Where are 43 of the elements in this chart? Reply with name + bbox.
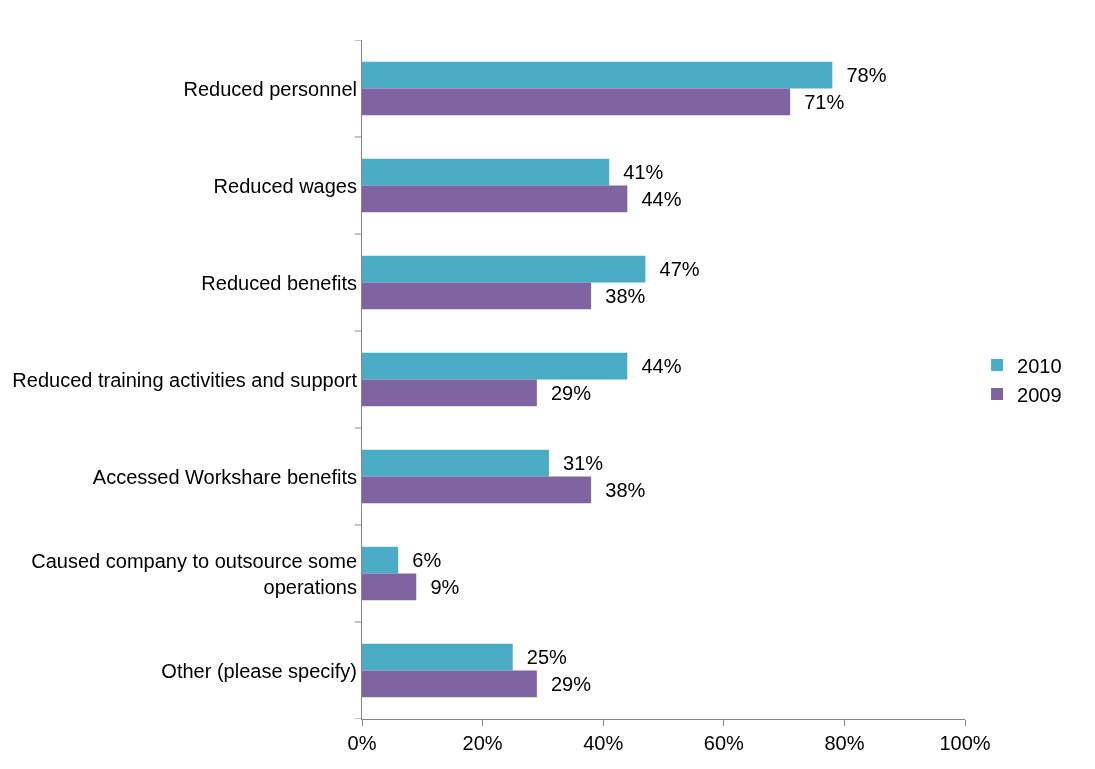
x-tick-label: 100% <box>939 732 991 754</box>
data-label: 6% <box>401 549 442 572</box>
legend-label: 2009 <box>1017 383 1062 406</box>
x-tick-label: 80% <box>824 732 865 754</box>
bar <box>362 546 399 574</box>
bar <box>362 61 833 89</box>
bar <box>362 352 628 380</box>
bar <box>362 158 610 186</box>
y-tick-label: Reduced training activities and support <box>12 368 358 391</box>
data-label: 29% <box>539 381 592 404</box>
y-tick-label: Accessed Workshare benefits <box>92 465 357 488</box>
data-label: 71% <box>793 90 845 113</box>
y-tick-label: Reduced benefits <box>201 271 357 294</box>
bar <box>362 255 646 283</box>
bar <box>362 643 513 671</box>
data-label: 38% <box>594 284 646 307</box>
data-label: 78% <box>835 64 887 87</box>
data-label: 29% <box>539 672 592 695</box>
bar <box>362 185 628 213</box>
data-label: 25% <box>515 646 568 669</box>
y-tick-label: Reduced wages <box>213 174 357 197</box>
data-label: 44% <box>630 187 682 210</box>
x-tick-label: 40% <box>583 732 624 754</box>
y-tick-label: Other (please specify) <box>161 659 357 682</box>
bar <box>362 476 592 504</box>
y-tick-label: Reduced personnel <box>183 77 357 100</box>
data-label: 31% <box>551 452 604 475</box>
data-label: 38% <box>594 478 646 501</box>
x-tick-label: 20% <box>462 732 503 754</box>
bar <box>362 449 549 477</box>
bar <box>362 379 537 407</box>
data-label: 47% <box>648 258 700 281</box>
x-tick-label: 0% <box>347 732 377 754</box>
bar <box>362 88 791 116</box>
bar <box>362 670 537 698</box>
bar <box>362 573 417 601</box>
y-tick-label: Caused company to outsource some operations <box>31 549 357 598</box>
data-label: 9% <box>419 575 460 598</box>
data-label: 41% <box>612 161 664 184</box>
legend-label: 2010 <box>1017 354 1062 377</box>
x-tick-label: 60% <box>703 732 745 754</box>
bar <box>362 282 592 310</box>
data-label: 44% <box>630 355 682 378</box>
